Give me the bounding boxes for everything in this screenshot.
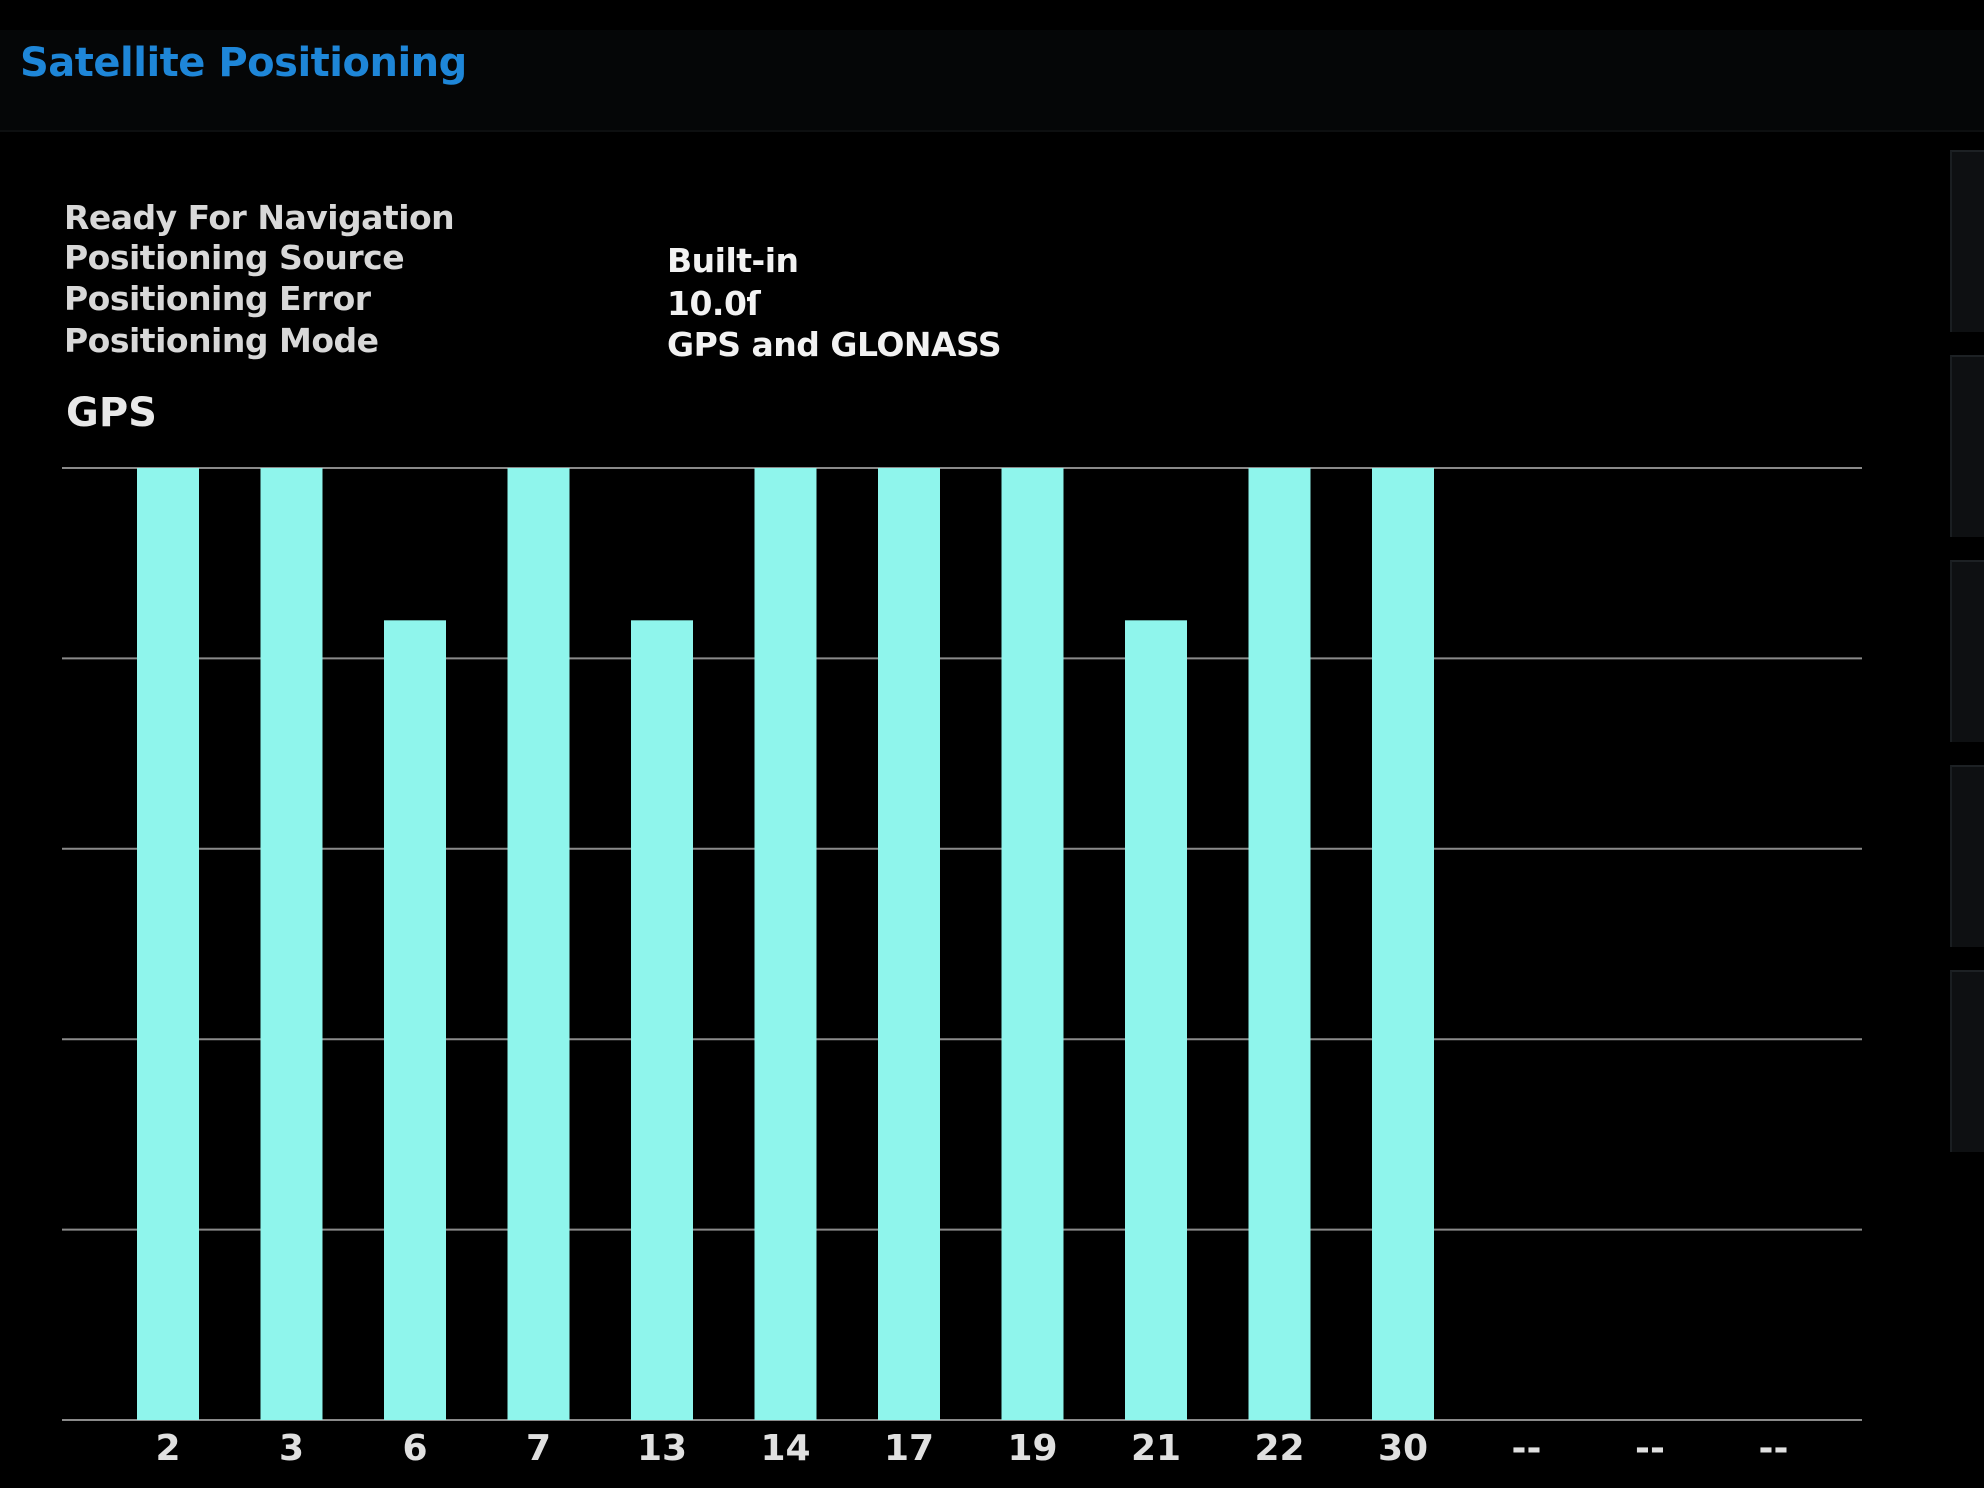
- gps-section-title: GPS: [66, 390, 157, 436]
- satellite-id-label: 17: [884, 1428, 934, 1469]
- positioning-source-label: Positioning Source: [64, 238, 405, 277]
- satellite-id-label: --: [1635, 1428, 1665, 1469]
- positioning-mode-value: GPS and GLONASS: [667, 325, 1002, 364]
- status-label: Ready For Navigation: [64, 198, 455, 237]
- title-bar: [0, 30, 1984, 132]
- satellite-id-label: 21: [1131, 1428, 1181, 1469]
- signal-bar: [631, 620, 693, 1420]
- signal-bar: [507, 468, 570, 1420]
- satellite-id-label: --: [1759, 1428, 1789, 1469]
- positioning-error-label: Positioning Error: [64, 279, 371, 318]
- signal-bar: [1125, 620, 1187, 1420]
- satellite-id-label: --: [1512, 1428, 1542, 1469]
- satellite-id-label: 6: [402, 1428, 427, 1469]
- positioning-error-value: 10.0ſ: [667, 284, 761, 323]
- side-button-5[interactable]: [1950, 970, 1984, 1152]
- positioning-source-value: Built-in: [667, 241, 799, 280]
- side-button-3[interactable]: [1950, 560, 1984, 742]
- signal-bar: [878, 468, 940, 1420]
- satellite-id-label: 13: [637, 1428, 687, 1469]
- satellite-id-label: 3: [279, 1428, 304, 1469]
- satellite-id-label: 22: [1254, 1428, 1304, 1469]
- side-button-2[interactable]: [1950, 355, 1984, 537]
- side-button-1[interactable]: [1950, 150, 1984, 332]
- app-title: Satellite Positioning: [20, 40, 467, 86]
- signal-bar: [260, 468, 323, 1420]
- satellite-id-label: 19: [1007, 1428, 1057, 1469]
- side-button-4[interactable]: [1950, 765, 1984, 947]
- signal-bar: [1248, 468, 1311, 1420]
- signal-bar: [384, 620, 446, 1420]
- satellite-id-label: 14: [760, 1428, 810, 1469]
- satellite-id-label: 2: [155, 1428, 180, 1469]
- signal-bar: [1372, 468, 1434, 1420]
- positioning-mode-label: Positioning Mode: [64, 321, 379, 360]
- signal-bar: [1001, 468, 1064, 1420]
- satellite-id-label: 7: [526, 1428, 551, 1469]
- signal-bar: [754, 468, 817, 1420]
- satellite-id-label: 30: [1378, 1428, 1428, 1469]
- signal-bar: [137, 468, 199, 1420]
